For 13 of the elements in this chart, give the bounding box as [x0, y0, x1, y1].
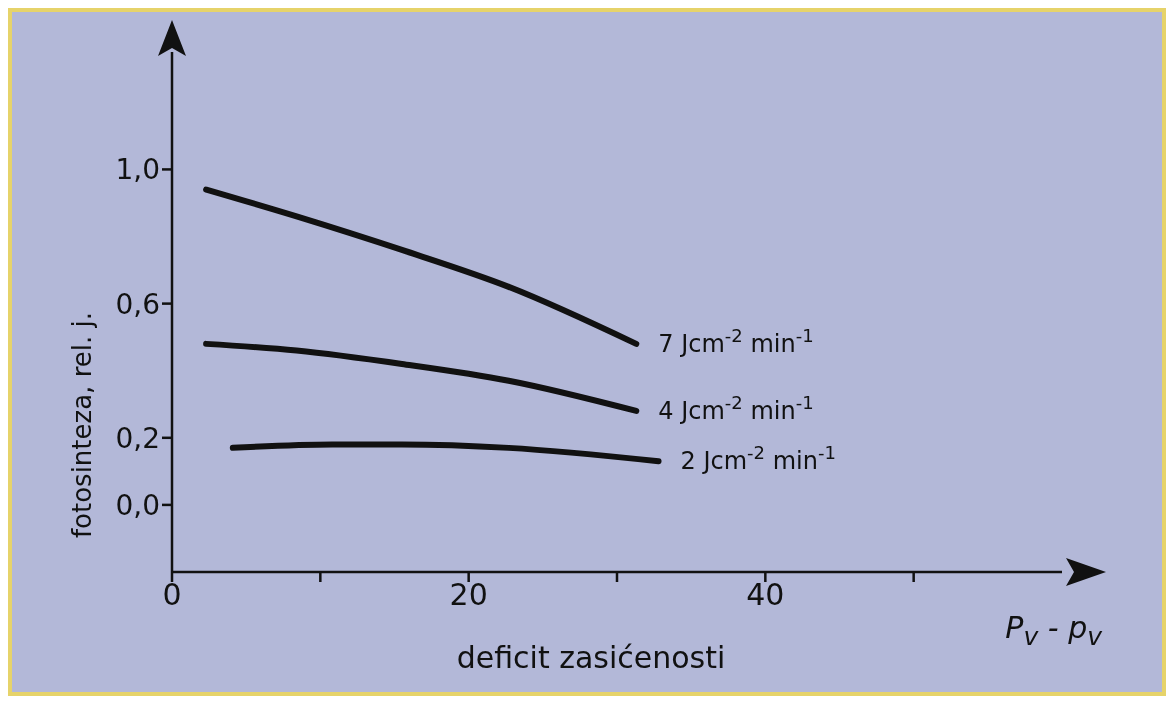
series-label: 2 Jcm$^{-2}$ min$^{-1}$ [680, 441, 836, 476]
y-axis-title: fotosinteza, rel. j. [67, 312, 98, 539]
y-tick-label: 0,6 [115, 287, 160, 321]
x-axis-title: deficit zasićenosti [456, 640, 726, 675]
y-tick-label: 0,2 [115, 421, 160, 455]
x-tick-label: 0 [162, 577, 182, 613]
series-label: 7 Jcm$^{-2}$ min$^{-1}$ [658, 324, 814, 358]
series-label: 4 Jcm$^{-2}$ min$^{-1}$ [658, 391, 814, 425]
x-tick-label: 40 [746, 577, 785, 613]
text: P$_{v}$ - p$_{v}$ [1005, 610, 1102, 651]
y-tick-label: 0,0 [115, 488, 160, 522]
x-tick-label: 20 [449, 577, 488, 613]
y-tick-label: 1,0 [115, 153, 160, 187]
